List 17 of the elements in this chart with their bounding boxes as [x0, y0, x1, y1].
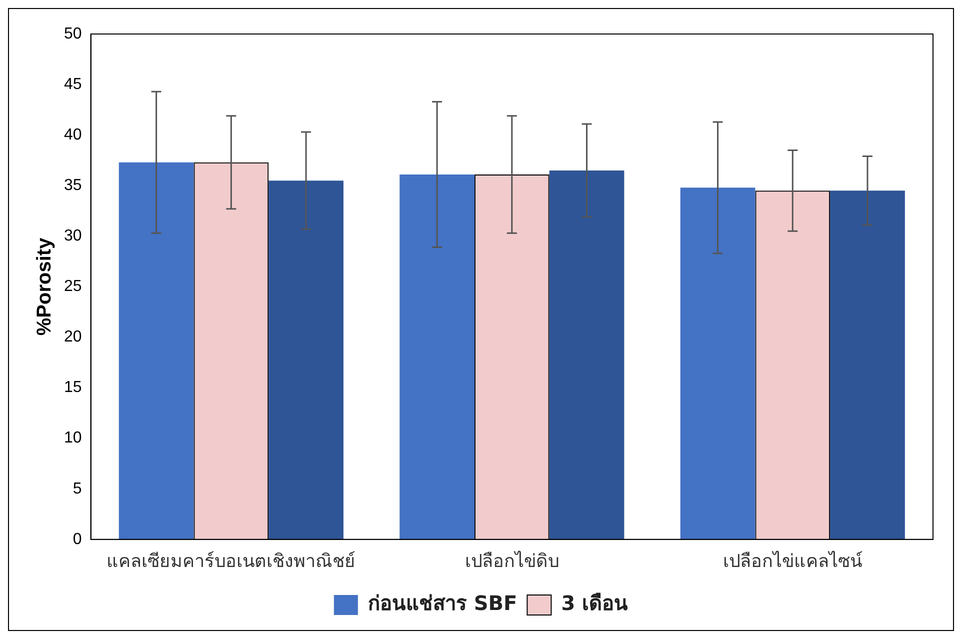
y-tick-label: 30: [64, 228, 82, 245]
y-tick-label: 10: [64, 430, 82, 447]
y-tick-label: 15: [64, 379, 82, 396]
y-axis-title: %Porosity: [34, 236, 56, 336]
y-tick-label: 5: [72, 480, 82, 498]
legend-label: 3 เดือน: [561, 591, 628, 616]
y-tick-label: 50: [64, 25, 82, 42]
y-tick-label: 25: [64, 278, 82, 296]
x-tick-label: แคลเซียมคาร์บอเนตเชิงพาณิชย์: [106, 550, 356, 572]
y-tick-label: 0: [72, 530, 82, 548]
x-tick-label: เปลือกไข่แคลไซน์: [723, 550, 864, 572]
x-tick-label: เปลือกไข่ดิบ: [464, 550, 559, 572]
y-tick-label: 40: [64, 126, 82, 144]
y-tick-label: 35: [64, 177, 82, 194]
legend-label: ก่อนแช่สาร SBF: [368, 591, 518, 616]
y-tick-label: 20: [64, 328, 82, 346]
y-tick-label: 45: [64, 76, 82, 93]
